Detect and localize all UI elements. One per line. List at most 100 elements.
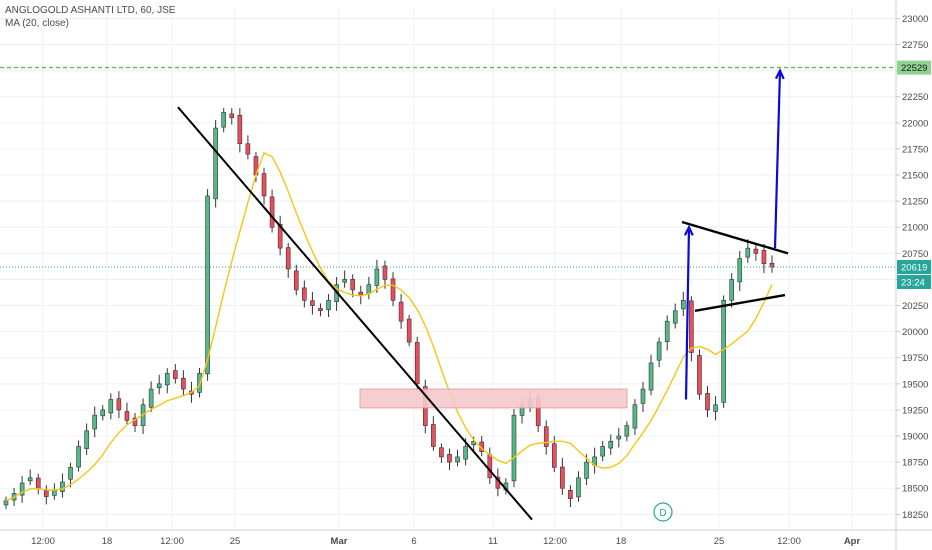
resistance-zone (359, 388, 628, 409)
candle-down (705, 393, 710, 411)
candle-down (310, 300, 315, 306)
candle-up (600, 446, 605, 457)
candle-up (108, 399, 114, 414)
y-tick-label: 22000 (902, 118, 928, 129)
candle-up (3, 500, 9, 506)
candle-down (568, 490, 573, 499)
candle-down (237, 114, 243, 145)
candle-down (439, 447, 444, 458)
y-tick-label: 18750 (902, 458, 928, 469)
event-marker-label: D (659, 508, 666, 519)
candle-up (156, 383, 162, 389)
candle-down (116, 398, 122, 411)
time-axis[interactable]: 12:00 18 12:00 25 Mar 6 11 12:00 18 25 12:00 Apr (0, 529, 932, 547)
candle-up (648, 362, 654, 391)
candle-down (269, 196, 275, 228)
candle-down (431, 424, 436, 447)
candle-down (487, 454, 493, 479)
y-tick-label: 22250 (902, 92, 928, 103)
candle-down (382, 265, 388, 280)
target-arrow (773, 70, 782, 249)
pennant-upper-line (681, 220, 789, 255)
candle-down (124, 411, 130, 421)
x-tick-label: 12:00 (543, 536, 567, 547)
candle-up (92, 414, 97, 430)
candle-down (551, 443, 557, 468)
candle-up (326, 300, 331, 311)
drawings: D (0, 66, 896, 522)
countdown-badge: 23:24 (901, 278, 925, 289)
candle-down (132, 417, 138, 426)
candle-up (721, 300, 726, 403)
candle-up (624, 425, 630, 437)
candle-up (374, 268, 380, 286)
y-tick-label: 21250 (902, 197, 928, 208)
candle-up (19, 482, 25, 496)
candle-up (148, 388, 154, 408)
y-tick-label: 19000 (902, 432, 928, 443)
candle-down (398, 301, 404, 322)
candle-down (181, 377, 186, 390)
candle-down (318, 308, 323, 312)
candle-up (164, 373, 170, 386)
last-price-badge-bg (897, 260, 931, 275)
x-tick-label: Mar (331, 536, 348, 547)
candle-down (769, 262, 775, 268)
target-arrow-head (774, 68, 785, 80)
candle-down (414, 342, 420, 385)
y-tick-label: 22750 (902, 40, 928, 51)
symbol-title[interactable]: ANGLOGOLD ASHANTI LTD, 60, JSE (5, 5, 176, 16)
flagpole-arrow (684, 227, 691, 400)
candle-down (543, 426, 549, 447)
candle-down (261, 173, 267, 197)
candle-up (681, 300, 686, 310)
candle-up (584, 461, 589, 479)
candle-down (350, 279, 356, 291)
y-tick-label: 18250 (902, 510, 928, 521)
candles (3, 108, 775, 510)
indicator-label[interactable]: MA (20, close) (5, 18, 69, 29)
candle-up (84, 430, 89, 449)
candle-up (616, 435, 622, 440)
candle-up (463, 446, 468, 460)
plot-grid (0, 8, 896, 530)
candle-up (76, 446, 81, 468)
y-tick-label: 19500 (902, 379, 928, 390)
candle-up (729, 279, 734, 301)
x-tick-label: 25 (714, 536, 725, 547)
candle-up (656, 341, 662, 361)
pennant-lower-line (694, 293, 786, 312)
target-price-badge-bg (897, 60, 931, 75)
candle-down (358, 291, 364, 296)
candle-down (689, 300, 694, 353)
x-tick-label: 12:00 (160, 536, 184, 547)
ma-line (5, 151, 773, 502)
x-tick-label: 18 (616, 536, 627, 547)
price-axis[interactable]: 18250 18500 18750 19000 19250 19500 19750 20000… (895, 0, 928, 550)
candle-up (100, 409, 106, 417)
y-tick-label: 18500 (902, 484, 928, 495)
x-tick-label: 11 (488, 536, 498, 547)
chart-legend: ANGLOGOLD ASHANTI LTD, 60, JSE MA (20, c… (5, 4, 175, 30)
y-tick-label: 21500 (902, 171, 928, 182)
y-tick-label: 23000 (902, 14, 928, 25)
x-tick-label: Apr (844, 536, 861, 547)
candle-up (664, 320, 670, 342)
x-tick-label: 25 (230, 536, 241, 547)
last-price-badge: 20619 (901, 263, 927, 274)
candle-down (753, 248, 759, 254)
candle-up (221, 112, 227, 128)
y-tick-label: 21750 (902, 144, 928, 155)
event-marker: D (653, 502, 673, 522)
y-tick-label: 20000 (902, 327, 928, 338)
candle-down (302, 287, 307, 301)
candle-down (44, 490, 49, 497)
candle-up (213, 127, 218, 200)
x-tick-label: 12:00 (31, 536, 55, 547)
candle-up (608, 440, 614, 449)
x-tick-label: 18 (102, 536, 113, 547)
candle-up (672, 310, 678, 324)
candle-up (737, 258, 743, 283)
y-tick-label: 19250 (902, 405, 928, 416)
